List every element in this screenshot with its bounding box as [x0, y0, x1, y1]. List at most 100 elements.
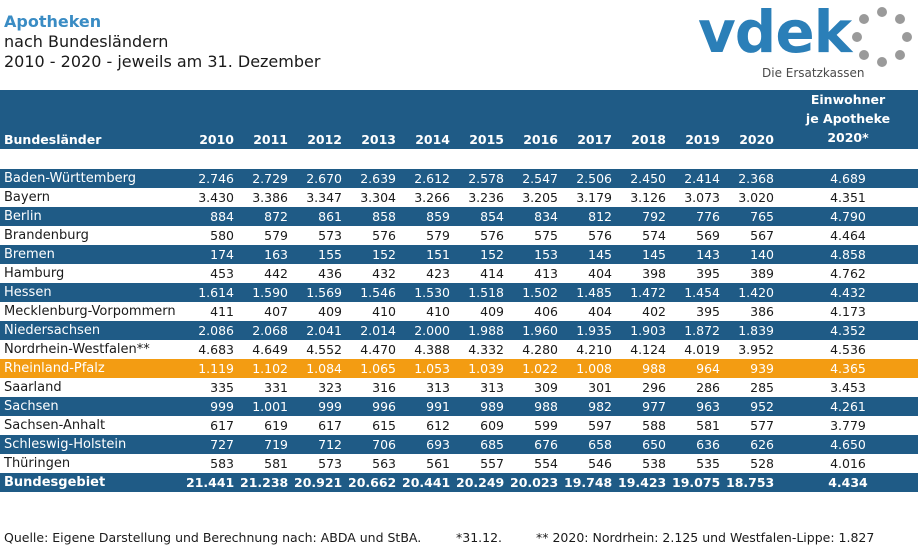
cell-count-2013: 1.065	[348, 359, 402, 378]
cell-count-2010: 727	[186, 435, 240, 454]
header-spacer	[0, 149, 918, 169]
cell-count-2014: 4.388	[414, 342, 450, 357]
cell-count-2014: 151	[402, 245, 456, 264]
cell-count-2018: 145	[618, 245, 672, 264]
cell-count-2014: 423	[426, 266, 450, 281]
cell-count-2017: 2.506	[564, 169, 618, 188]
cell-count-2013: 576	[372, 228, 396, 243]
cell-count-2014: 612	[426, 418, 450, 433]
cell-count-2010: 2.086	[186, 321, 240, 340]
cell-count-2012: 436	[318, 266, 342, 281]
cell-count-2020: 2.368	[726, 169, 780, 188]
cell-count-2016: 2.547	[510, 169, 564, 188]
cell-count-2013: 410	[372, 304, 396, 319]
cell-residents-per-pharmacy: 4.261	[780, 397, 918, 416]
cell-count-2014: 2.612	[402, 169, 456, 188]
cell-count-2010: 1.614	[186, 283, 240, 302]
table-row: Saarland 335 331 323 316 313 313 309 301 296 286 28…	[0, 378, 918, 397]
cell-count-2014: 561	[426, 456, 450, 471]
cell-region: Niedersachsen	[0, 321, 186, 340]
cell-count-2019: 535	[696, 456, 720, 471]
cell-count-2012: 999	[294, 397, 348, 416]
cell-count-2020: 3.020	[738, 190, 774, 205]
cell-count-2013: 20.662	[348, 473, 402, 492]
cell-count-2020: 386	[750, 304, 774, 319]
cell-residents-per-pharmacy: 4.173	[830, 304, 866, 319]
cell-count-2016: 3.205	[522, 190, 558, 205]
cell-count-2011: 163	[240, 245, 294, 264]
cell-count-2016: 1.022	[510, 359, 564, 378]
logo-wordmark: vdek	[698, 0, 852, 66]
cell-count-2011: 579	[264, 228, 288, 243]
table-row: Sachsen-Anhalt 617 619 617 615 612 609 599 597 58…	[0, 416, 918, 435]
cell-residents-per-pharmacy: 4.858	[780, 245, 918, 264]
total-row: Bundesgebiet 21.441 21.238 20.921 20.662 20.4…	[0, 473, 918, 492]
cell-residents-per-pharmacy: 4.650	[780, 435, 918, 454]
cell-count-2018: 1.472	[618, 283, 672, 302]
cell-count-2016: 988	[510, 397, 564, 416]
cell-count-2011: 581	[264, 456, 288, 471]
cell-count-2012: 2.041	[294, 321, 348, 340]
cell-count-2012: 3.347	[306, 190, 342, 205]
cell-count-2015: 989	[456, 397, 510, 416]
column-header-2020: 2020	[726, 90, 780, 149]
table-row: Berlin 884 872 861 858 859 854 834 812 792 776 765 4…	[0, 207, 918, 226]
cell-count-2014: 1.053	[402, 359, 456, 378]
cell-count-2016: 309	[534, 380, 558, 395]
cell-count-2011: 442	[264, 266, 288, 281]
logo-tagline: Die Ersatzkassen	[762, 66, 865, 80]
cell-residents-per-pharmacy: 4.351	[830, 190, 866, 205]
cell-count-2010: 174	[186, 245, 240, 264]
cell-count-2012: 323	[318, 380, 342, 395]
cell-count-2019: 636	[672, 435, 726, 454]
column-header-2017: 2017	[564, 90, 618, 149]
cell-count-2011: 619	[264, 418, 288, 433]
table-row: Rheinland-Pfalz 1.119 1.102 1.084 1.065 1.053…	[0, 359, 918, 378]
cell-count-2018: 1.903	[618, 321, 672, 340]
cell-count-2019: 143	[672, 245, 726, 264]
cell-count-2019: 4.019	[684, 342, 720, 357]
cell-residents-per-pharmacy: 4.689	[780, 169, 918, 188]
cell-count-2019: 286	[696, 380, 720, 395]
cell-count-2018: 2.450	[618, 169, 672, 188]
cell-count-2019: 581	[696, 418, 720, 433]
cell-count-2019: 963	[672, 397, 726, 416]
cell-count-2017: 576	[588, 228, 612, 243]
cell-count-2016: 676	[510, 435, 564, 454]
cell-count-2020: 567	[750, 228, 774, 243]
cell-count-2016: 153	[510, 245, 564, 264]
cell-count-2013: 3.304	[360, 190, 396, 205]
cell-count-2018: 402	[642, 304, 666, 319]
cell-count-2013: 706	[348, 435, 402, 454]
cell-count-2016: 599	[534, 418, 558, 433]
cell-region: Baden-Württemberg	[0, 169, 186, 188]
column-header-residents: Einwohner je Apotheke 2020*	[780, 90, 918, 149]
cell-count-2012: 155	[294, 245, 348, 264]
cell-region: Mecklenburg-Vorpommern	[4, 304, 176, 319]
cell-count-2012: 617	[318, 418, 342, 433]
cell-count-2011: 1.102	[240, 359, 294, 378]
cell-count-2010: 21.441	[186, 473, 240, 492]
cell-count-2014: 859	[402, 207, 456, 226]
table-row: Hessen 1.614 1.590 1.569 1.546 1.530 1.518 1.50…	[0, 283, 918, 302]
cell-count-2015: 414	[480, 266, 504, 281]
cell-count-2019: 395	[696, 304, 720, 319]
cell-count-2017: 404	[588, 304, 612, 319]
cell-count-2018: 988	[618, 359, 672, 378]
cell-count-2020: 1.420	[726, 283, 780, 302]
column-header-2011: 2011	[240, 90, 294, 149]
cell-count-2010: 453	[210, 266, 234, 281]
cell-count-2010: 3.430	[198, 190, 234, 205]
cell-count-2014: 3.266	[414, 190, 450, 205]
cell-count-2014: 313	[426, 380, 450, 395]
cell-count-2012: 1.569	[294, 283, 348, 302]
cell-region: Hamburg	[4, 266, 65, 281]
cell-count-2016: 1.502	[510, 283, 564, 302]
cell-count-2012: 573	[318, 456, 342, 471]
table-body: Baden-Württemberg 2.746 2.729 2.670 2.639 2.6…	[0, 149, 918, 492]
cell-count-2016: 554	[534, 456, 558, 471]
column-header-2012: 2012	[294, 90, 348, 149]
cell-count-2015: 1.039	[456, 359, 510, 378]
table-row: Hamburg 453 442 436 432 423 414 413 404 398 395 389…	[0, 264, 918, 283]
pharmacy-table: Bundesländer 2010 2011 2012 2013 2014 2015 2016…	[0, 90, 918, 492]
